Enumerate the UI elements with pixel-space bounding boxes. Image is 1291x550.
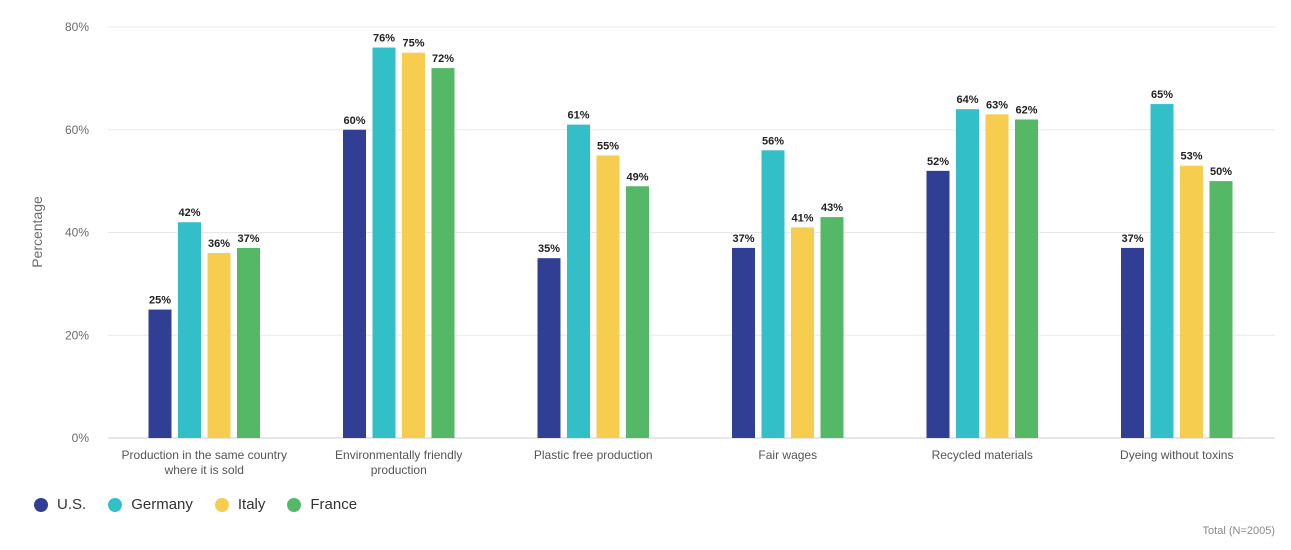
- x-tick-label: Recycled materials: [932, 448, 1033, 462]
- data-label: 37%: [1121, 233, 1143, 245]
- data-label: 72%: [432, 53, 454, 65]
- legend-label-italy: Italy: [237, 496, 266, 513]
- data-label: 37%: [237, 233, 259, 245]
- bar: [537, 258, 561, 438]
- bar-chart-svg: 0% 20% 40% 60% 80% Percentage 25% 42% 36% 37% Prod…: [29, 20, 1275, 477]
- bar: [761, 150, 785, 439]
- bar: [626, 186, 649, 438]
- data-label: 53%: [1180, 151, 1202, 163]
- data-label: 49%: [626, 171, 648, 183]
- bar: [1150, 104, 1174, 438]
- x-tick-label: Dyeing without toxins: [1120, 448, 1233, 462]
- legend-swatch-italy: [214, 497, 229, 512]
- data-label: 35%: [538, 243, 560, 255]
- y-tick-label: 60%: [65, 123, 89, 137]
- legend: U.S. Germany Italy France: [34, 496, 357, 513]
- bar: [1209, 181, 1233, 438]
- x-tick-label: Plastic free production: [534, 448, 653, 462]
- footnote-sample-size: Total (N=2005): [1202, 525, 1275, 537]
- data-label: 75%: [402, 38, 424, 50]
- bar: [178, 222, 201, 438]
- bar: [956, 109, 979, 438]
- data-label: 62%: [1015, 104, 1037, 116]
- bar: [732, 247, 755, 438]
- bar: [985, 114, 1009, 439]
- bar: [148, 309, 172, 438]
- bar: [372, 47, 396, 439]
- bar: [567, 124, 590, 439]
- legend-item-us[interactable]: U.S.: [34, 496, 86, 513]
- data-label: 65%: [1151, 89, 1173, 101]
- x-tick-label: Production in the same country: [122, 448, 287, 462]
- data-label: 50%: [1210, 166, 1232, 178]
- legend-swatch-france: [287, 497, 302, 512]
- data-label: 52%: [927, 156, 949, 168]
- bar: [1121, 247, 1144, 438]
- bar: [1015, 119, 1038, 438]
- legend-swatch-germany: [108, 497, 123, 512]
- legend-label-us: U.S.: [57, 496, 87, 513]
- x-tick-label: Environmentally friendly: [335, 448, 462, 462]
- data-label: 37%: [732, 233, 754, 245]
- data-label: 43%: [821, 202, 843, 214]
- data-label: 63%: [986, 99, 1008, 111]
- legend-swatch-us: [34, 497, 48, 512]
- bar: [1180, 165, 1203, 438]
- legend-item-france[interactable]: France: [287, 496, 357, 513]
- bar: [402, 52, 425, 438]
- data-label: 76%: [373, 33, 395, 45]
- y-axis-title: Percentage: [29, 196, 45, 268]
- bar: [596, 155, 620, 438]
- bar: [431, 68, 455, 438]
- x-tick-label: production: [371, 463, 427, 477]
- bar: [820, 217, 844, 438]
- y-tick-label: 20%: [65, 328, 89, 342]
- y-tick-label: 40%: [65, 226, 89, 240]
- data-label: 55%: [597, 140, 619, 152]
- legend-item-italy[interactable]: Italy: [214, 496, 266, 513]
- bar: [926, 170, 950, 438]
- data-label: 25%: [149, 295, 171, 307]
- bar: [207, 253, 231, 438]
- data-label: 56%: [762, 135, 784, 147]
- bar: [791, 227, 814, 438]
- data-label: 64%: [956, 94, 978, 106]
- data-label: 42%: [178, 207, 200, 219]
- legend-label-germany: Germany: [131, 496, 193, 513]
- data-label: 36%: [208, 238, 230, 250]
- y-tick-label: 80%: [65, 20, 89, 34]
- x-tick-label: where it is sold: [164, 463, 244, 477]
- bar: [343, 129, 366, 438]
- data-label: 60%: [343, 115, 365, 127]
- legend-label-france: France: [310, 496, 358, 513]
- x-tick-label: Fair wages: [758, 448, 817, 462]
- legend-item-germany[interactable]: Germany: [108, 496, 193, 513]
- data-label: 41%: [791, 212, 813, 224]
- data-label: 61%: [567, 110, 589, 122]
- y-tick-label: 0%: [72, 431, 90, 445]
- bar: [237, 247, 260, 438]
